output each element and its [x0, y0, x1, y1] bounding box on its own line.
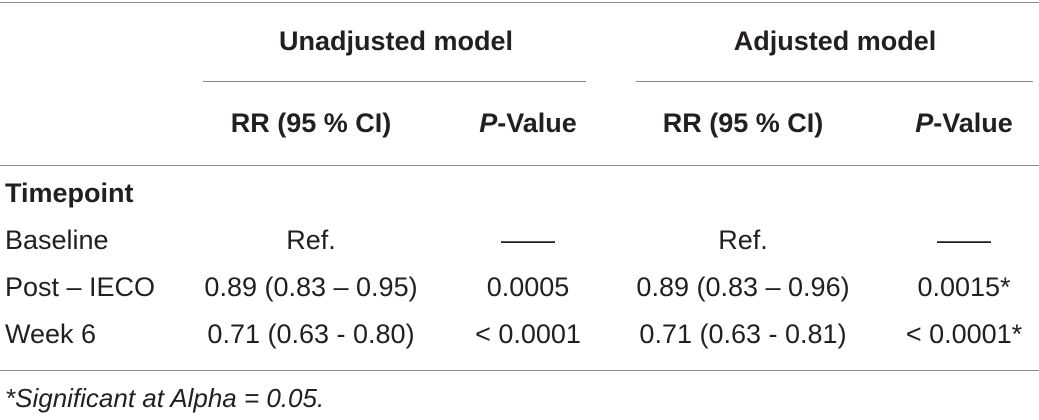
header-bottom-rule	[0, 165, 1039, 166]
section-label-timepoint: Timepoint	[5, 178, 134, 208]
cell-p-adjusted: ——	[937, 225, 991, 255]
value-suffix: -Value	[497, 108, 577, 138]
cell-p-adjusted: < 0.0001*	[905, 319, 1023, 349]
cell-rr-adjusted: 0.71 (0.63 - 0.81)	[639, 319, 847, 349]
group-header-unadjusted: Unadjusted model	[278, 26, 514, 56]
cell-p-adjusted: 0.0015*	[917, 272, 1011, 302]
cell-rr-adjusted: 0.89 (0.83 – 0.96)	[636, 272, 850, 302]
p-italic: P	[479, 108, 498, 138]
value-suffix: -Value	[933, 108, 1013, 138]
table-footnote: *Significant at Alpha = 0.05.	[5, 383, 325, 413]
table-bottom-rule	[0, 370, 1039, 371]
cell-rr-unadjusted: 0.71 (0.63 - 0.80)	[207, 319, 415, 349]
cell-p-unadjusted: < 0.0001	[475, 319, 581, 349]
col-header-p-adjusted: P-Value	[915, 108, 1013, 139]
group-rule-adjusted	[636, 81, 1033, 82]
row-label: Baseline	[5, 225, 109, 255]
col-header-rr-adjusted: RR (95 % CI)	[662, 108, 824, 138]
col-header-rr-unadjusted: RR (95 % CI)	[230, 108, 392, 138]
group-rule-unadjusted	[203, 81, 586, 82]
cell-p-unadjusted: 0.0005	[486, 272, 570, 302]
col-header-p-unadjusted: P-Value	[479, 108, 577, 139]
p-italic: P	[915, 108, 934, 138]
row-label: Week 6	[5, 319, 97, 349]
cell-p-unadjusted: ——	[501, 225, 555, 255]
cell-rr-unadjusted: 0.89 (0.83 – 0.95)	[204, 272, 418, 302]
cell-rr-adjusted: Ref.	[718, 225, 768, 255]
cell-rr-unadjusted: Ref.	[286, 225, 336, 255]
table-top-rule	[0, 2, 1039, 3]
row-label: Post – IECO	[5, 272, 156, 302]
group-header-adjusted: Adjusted model	[733, 26, 937, 56]
